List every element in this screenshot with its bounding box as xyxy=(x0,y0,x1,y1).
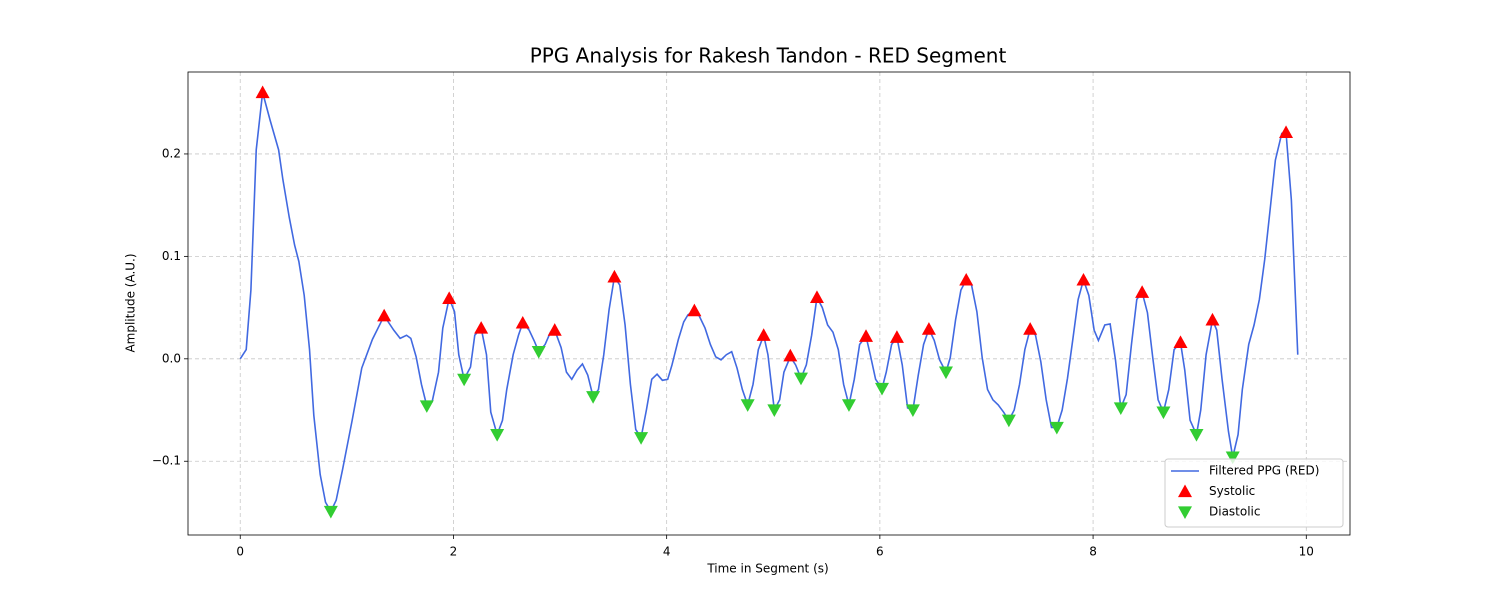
peak-marker xyxy=(442,291,457,304)
peak-marker xyxy=(531,346,546,359)
peak-marker xyxy=(687,303,702,317)
legend-box xyxy=(1164,458,1344,528)
peak-marker xyxy=(1279,125,1294,139)
x-axis-label: Time in Segment (s) xyxy=(706,562,828,576)
legend-label: Systolic xyxy=(1209,484,1255,498)
peak-marker xyxy=(547,323,562,336)
peak-marker xyxy=(921,322,936,335)
legend-label: Diastolic xyxy=(1209,505,1261,519)
peak-marker xyxy=(490,429,505,442)
chart-title: PPG Analysis for Rakesh Tandon - RED Seg… xyxy=(530,44,1007,68)
peak-marker xyxy=(859,329,874,342)
peak-marker xyxy=(1135,285,1150,298)
peak-marker xyxy=(756,328,771,341)
x-tick-label: 2 xyxy=(450,545,458,559)
x-tick-label: 8 xyxy=(1089,545,1097,559)
peak-marker xyxy=(586,391,601,404)
plot-frame xyxy=(187,71,1351,536)
peak-marker xyxy=(938,366,953,380)
peak-marker xyxy=(1173,335,1188,349)
peak-marker xyxy=(905,404,920,418)
peak-marker xyxy=(1156,406,1171,420)
legend-swatch xyxy=(1178,506,1192,519)
peak-marker xyxy=(783,348,798,362)
peak-marker xyxy=(959,272,974,286)
peak-marker xyxy=(767,404,782,418)
peak-marker xyxy=(1001,414,1016,428)
peak-marker xyxy=(1113,402,1128,415)
peak-marker xyxy=(875,382,890,396)
x-tick-label: 6 xyxy=(876,545,884,559)
peak-marker xyxy=(841,399,856,412)
y-axis-label: Amplitude (A.U.) xyxy=(124,253,138,352)
y-tick-label: 0.1 xyxy=(162,249,181,263)
peak-marker xyxy=(515,315,530,329)
peak-marker xyxy=(474,321,489,334)
peak-marker xyxy=(809,290,824,303)
peak-marker xyxy=(1189,429,1204,442)
peak-marker xyxy=(889,330,904,343)
x-tick-label: 4 xyxy=(663,545,671,559)
peak-marker xyxy=(793,372,808,386)
peak-marker xyxy=(255,85,270,99)
peak-marker xyxy=(1076,272,1091,286)
peak-marker xyxy=(457,373,472,387)
peak-marker xyxy=(1225,451,1240,465)
x-tick-label: 0 xyxy=(236,545,244,559)
peak-marker xyxy=(377,308,392,322)
peak-marker xyxy=(419,400,434,413)
x-tick-label: 10 xyxy=(1299,545,1314,559)
ppg-line xyxy=(239,92,1299,514)
y-tick-label: 0.2 xyxy=(162,146,181,160)
peak-marker xyxy=(1023,322,1038,335)
y-tick-label: −0.1 xyxy=(152,454,181,468)
legend-label: Filtered PPG (RED) xyxy=(1209,464,1319,478)
peak-marker xyxy=(740,399,755,412)
peak-marker xyxy=(607,269,622,283)
legend-swatch xyxy=(1178,484,1192,498)
peak-marker xyxy=(634,432,649,445)
y-tick-label: 0.0 xyxy=(162,351,181,365)
peak-marker xyxy=(323,505,338,519)
peak-marker xyxy=(1205,312,1220,326)
peak-marker xyxy=(1049,421,1064,435)
